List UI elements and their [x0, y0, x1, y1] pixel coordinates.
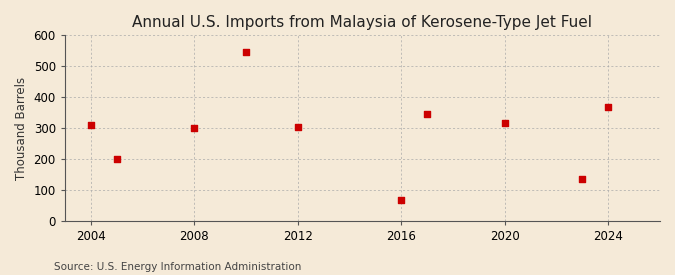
- Point: [111, 157, 122, 162]
- Point: [396, 197, 406, 202]
- Point: [422, 111, 433, 116]
- Point: [603, 105, 614, 109]
- Point: [85, 123, 96, 128]
- Point: [577, 177, 588, 181]
- Text: Source: U.S. Energy Information Administration: Source: U.S. Energy Information Administ…: [54, 262, 301, 271]
- Point: [500, 121, 510, 125]
- Point: [189, 126, 200, 131]
- Title: Annual U.S. Imports from Malaysia of Kerosene-Type Jet Fuel: Annual U.S. Imports from Malaysia of Ker…: [132, 15, 593, 30]
- Y-axis label: Thousand Barrels: Thousand Barrels: [15, 77, 28, 180]
- Point: [292, 125, 303, 129]
- Point: [240, 50, 251, 55]
